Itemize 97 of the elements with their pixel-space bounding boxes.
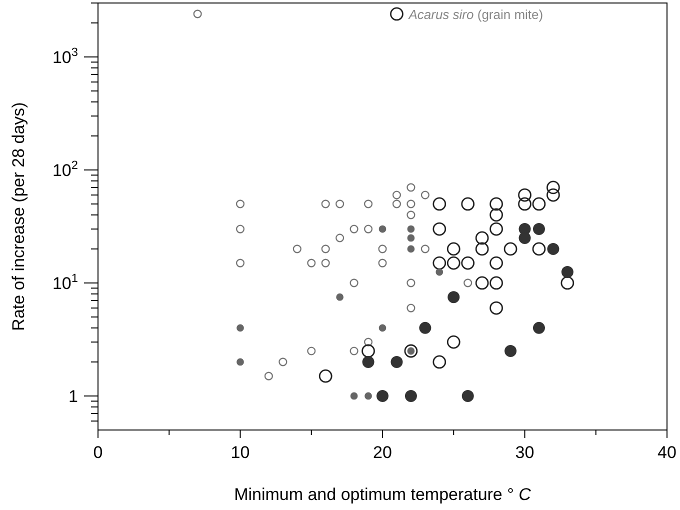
point: [364, 392, 372, 400]
point: [462, 390, 474, 402]
point: [547, 242, 560, 255]
point: [406, 200, 416, 208]
point: [560, 276, 574, 290]
point: [446, 335, 460, 349]
x-tick-label: 10: [230, 443, 250, 462]
point: [292, 244, 302, 254]
point: [362, 356, 374, 368]
y-tick-label: 10$^{1}$: [52, 270, 78, 293]
point: [236, 324, 244, 332]
point: [461, 197, 475, 211]
point: [406, 278, 416, 288]
point: [336, 234, 344, 242]
point: [518, 197, 532, 211]
point: [236, 200, 245, 208]
point: [419, 322, 432, 334]
point: [546, 188, 560, 202]
point: [350, 346, 358, 356]
point: [532, 197, 546, 211]
point: [407, 245, 415, 253]
point: [420, 244, 430, 254]
point: [432, 222, 446, 236]
point: [432, 197, 446, 211]
x-axis-title: Minimum and optimum temperature ° C: [234, 485, 532, 504]
point: [475, 276, 489, 290]
point: [406, 304, 416, 312]
point: [475, 242, 489, 256]
point: [461, 256, 475, 270]
point: [490, 301, 503, 315]
point: [518, 188, 532, 202]
point: [350, 278, 358, 288]
y-tick-label: 10$^{2}$: [52, 158, 78, 180]
point: [236, 358, 244, 366]
point: [378, 225, 386, 233]
y-axis-title: Rate of increase (per 28 days): [9, 102, 28, 331]
point: [321, 200, 330, 208]
point: [350, 392, 358, 400]
point: [364, 200, 373, 208]
point: [336, 200, 344, 208]
point: [504, 242, 518, 256]
point: [390, 7, 404, 21]
point: [420, 190, 430, 200]
point: [432, 355, 446, 369]
point: [490, 256, 503, 270]
point: [432, 256, 446, 270]
point: [561, 266, 574, 278]
point: [193, 10, 202, 18]
point: [490, 208, 503, 222]
point: [464, 278, 472, 288]
point: [404, 390, 417, 402]
point: [376, 390, 388, 402]
point: [446, 256, 460, 270]
point: [392, 200, 402, 208]
point: [378, 258, 387, 268]
point: [364, 338, 373, 346]
point: [321, 244, 330, 254]
point: [378, 324, 386, 332]
x-tick-label: 40: [658, 443, 676, 462]
point: [490, 197, 503, 211]
point: [436, 268, 444, 276]
point: [307, 258, 316, 268]
point: [404, 344, 418, 358]
point: [362, 344, 375, 358]
point: [236, 224, 245, 234]
x-tick-label: 0: [93, 443, 103, 462]
point: [378, 244, 387, 254]
point: [307, 346, 316, 356]
y-tick-label: 1: [68, 386, 78, 406]
point: [350, 224, 358, 234]
point: [504, 345, 517, 357]
point: [446, 242, 460, 256]
point: [318, 369, 332, 383]
point: [278, 358, 288, 366]
point: [392, 190, 402, 200]
point: [532, 242, 546, 256]
point: [364, 224, 373, 234]
x-tick-label: 20: [373, 443, 392, 462]
point: [546, 180, 560, 194]
point: [407, 234, 415, 242]
point: [321, 258, 330, 268]
point: [475, 231, 489, 245]
point: [406, 210, 416, 220]
point: [264, 372, 273, 380]
point: [407, 225, 415, 233]
point: [448, 291, 460, 304]
point: [406, 183, 416, 192]
point: [236, 258, 245, 268]
point: [532, 223, 545, 236]
annotation: Acarus siro (grain mite): [408, 6, 544, 22]
x-tick-label: 30: [515, 443, 534, 462]
y-tick-label: 10$^{3}$: [52, 44, 78, 67]
point: [532, 322, 545, 334]
point: [336, 293, 344, 301]
point: [490, 222, 503, 236]
point: [390, 356, 403, 368]
point: [490, 276, 503, 290]
